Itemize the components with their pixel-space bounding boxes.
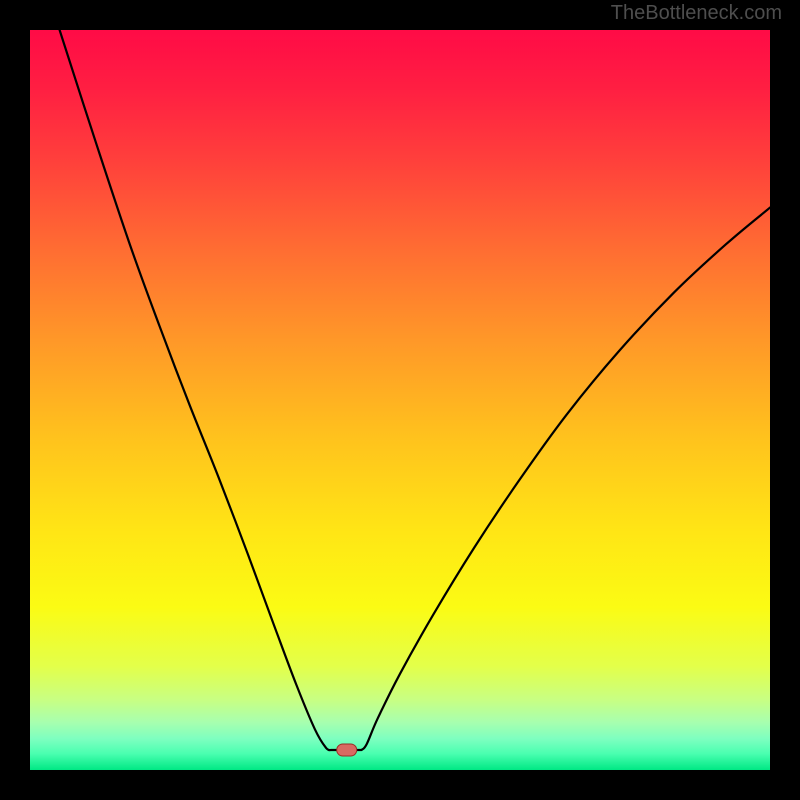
- plot-area: [30, 30, 770, 770]
- valley-marker-layer: [30, 30, 770, 770]
- valley-marker: [337, 744, 357, 756]
- watermark-text: TheBottleneck.com: [611, 2, 782, 25]
